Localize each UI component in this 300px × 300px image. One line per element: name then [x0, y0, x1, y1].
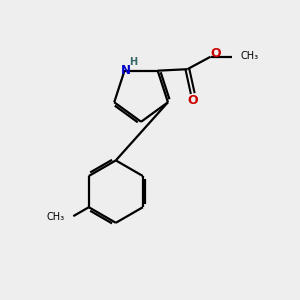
Text: CH₃: CH₃	[46, 212, 64, 222]
Text: O: O	[188, 94, 198, 106]
Text: O: O	[211, 47, 221, 60]
Text: CH₃: CH₃	[241, 51, 259, 61]
Text: N: N	[121, 64, 131, 77]
Text: H: H	[129, 57, 137, 68]
